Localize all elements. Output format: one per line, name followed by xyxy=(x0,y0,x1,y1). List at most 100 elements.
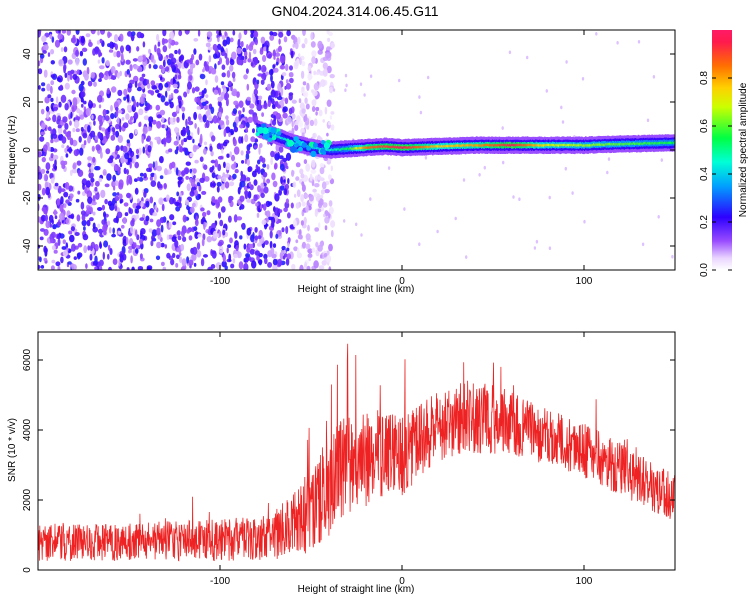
noise-cell xyxy=(646,118,650,123)
noise-cell xyxy=(323,213,326,218)
noise-cell xyxy=(44,214,49,222)
noise-cell xyxy=(141,135,144,144)
ridge-cell xyxy=(520,143,522,146)
noise-cell xyxy=(330,230,334,238)
noise-cell xyxy=(185,161,191,166)
ridge-cell xyxy=(573,143,575,146)
noise-cell xyxy=(292,43,296,48)
ridge-cell xyxy=(542,144,544,147)
noise-cell xyxy=(63,203,67,209)
ridge-cell xyxy=(572,144,574,147)
noise-cell xyxy=(307,248,313,254)
noise-cell xyxy=(38,216,41,223)
noise-cell xyxy=(318,201,323,209)
noise-cell xyxy=(114,195,120,202)
noise-cell xyxy=(196,182,201,187)
noise-cell xyxy=(54,39,61,48)
noise-cell xyxy=(143,172,147,179)
noise-cell xyxy=(266,45,269,54)
noise-cell xyxy=(177,74,182,80)
noise-cell xyxy=(200,219,204,225)
noise-cell xyxy=(285,198,289,204)
noise-cell xyxy=(240,150,244,156)
ridge-cell xyxy=(545,144,548,147)
ridge-cell xyxy=(524,144,527,147)
noise-cell xyxy=(45,162,51,171)
noise-cell xyxy=(526,55,529,60)
noise-cell xyxy=(226,247,229,254)
noise-cell xyxy=(159,64,163,70)
ridge-cell xyxy=(560,143,562,147)
ridge-cell xyxy=(616,143,619,146)
noise-cell xyxy=(267,99,271,108)
noise-cell xyxy=(67,59,73,65)
noise-cell xyxy=(250,41,255,45)
noise-cell xyxy=(213,53,218,59)
ridge-cell xyxy=(640,142,642,145)
ridge-cell xyxy=(664,141,666,144)
ridge-cell xyxy=(441,144,443,148)
x-tick-label: 100 xyxy=(576,276,593,287)
noise-cell xyxy=(159,109,166,116)
noise-cell xyxy=(424,156,428,160)
noise-cell xyxy=(49,172,54,180)
noise-cell xyxy=(50,97,54,102)
noise-cell xyxy=(235,245,239,252)
noise-cell xyxy=(223,128,227,138)
noise-cell xyxy=(189,190,195,197)
noise-cell xyxy=(174,74,178,80)
noise-cell xyxy=(117,62,121,67)
noise-cell xyxy=(82,182,85,190)
noise-cell xyxy=(71,168,78,174)
noise-cell xyxy=(146,265,153,270)
noise-cell xyxy=(198,91,202,96)
ridge-cell xyxy=(268,132,272,136)
noise-cell xyxy=(60,94,67,103)
noise-cell xyxy=(307,224,310,232)
noise-cell xyxy=(299,57,302,65)
noise-cell xyxy=(111,86,117,93)
noise-cell xyxy=(285,83,292,90)
noise-cell xyxy=(126,267,130,270)
noise-cell xyxy=(208,55,212,63)
noise-cell xyxy=(313,192,318,198)
ridge-cell xyxy=(381,145,383,148)
noise-cell xyxy=(179,146,184,153)
noise-cell xyxy=(175,167,179,176)
noise-cell xyxy=(60,256,64,264)
noise-cell xyxy=(221,64,226,70)
noise-cell xyxy=(295,176,300,181)
noise-cell xyxy=(181,258,187,267)
noise-cell xyxy=(300,194,304,203)
noise-cell xyxy=(97,59,101,64)
noise-cell xyxy=(285,79,289,84)
ridge-cell xyxy=(355,147,358,150)
ridge-cell xyxy=(433,145,436,149)
noise-cell xyxy=(126,192,131,199)
noise-cell xyxy=(330,42,335,49)
noise-cell xyxy=(296,115,301,123)
noise-cell xyxy=(283,179,286,183)
ridge-cell xyxy=(588,144,591,147)
ridge-cell xyxy=(418,145,420,148)
noise-cell xyxy=(197,233,202,238)
ridge-cell xyxy=(348,148,350,151)
y-tick-label: -20 xyxy=(22,190,33,205)
noise-cell xyxy=(160,242,165,248)
noise-cell xyxy=(129,161,132,169)
noise-cell xyxy=(77,190,81,195)
ridge-cell xyxy=(635,142,638,145)
noise-cell xyxy=(211,250,216,255)
ridge-cell xyxy=(289,146,297,153)
ridge-cell xyxy=(669,141,672,144)
noise-cell xyxy=(138,108,144,116)
noise-cell xyxy=(69,234,75,243)
noise-cell xyxy=(52,133,58,139)
colorbar-tick-label: 0.8 xyxy=(699,71,710,85)
noise-cell xyxy=(607,157,611,161)
noise-cell xyxy=(239,124,244,129)
noise-cell xyxy=(53,106,58,111)
noise-cell xyxy=(107,253,110,260)
noise-cell xyxy=(76,160,82,166)
